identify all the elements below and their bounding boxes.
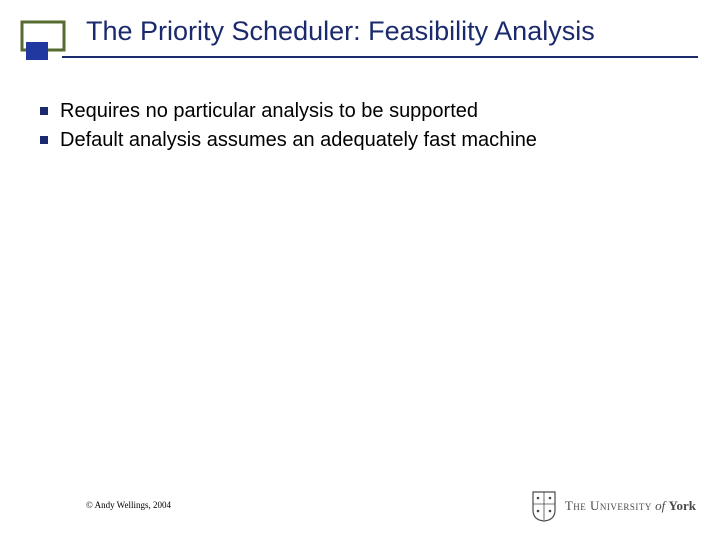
slide-title: The Priority Scheduler: Feasibility Anal… [86,16,595,47]
bullet-text: Default analysis assumes an adequately f… [60,127,537,154]
title-underline [62,56,698,58]
bullet-text: Requires no particular analysis to be su… [60,98,478,125]
title-corner-decoration [20,20,62,60]
logo-text-york: York [669,498,696,513]
university-logo: The University of York [531,490,696,522]
list-item: Requires no particular analysis to be su… [40,98,690,125]
bullet-square-icon [40,136,48,144]
copyright-notice: © Andy Wellings, 2004 [86,500,171,510]
decoration-inner-rect [26,42,48,60]
crest-icon [531,490,557,522]
logo-text-university: The University [565,498,652,513]
list-item: Default analysis assumes an adequately f… [40,127,690,154]
logo-text-of: of [652,498,669,513]
university-logo-text: The University of York [565,498,696,514]
bullet-list: Requires no particular analysis to be su… [40,98,690,156]
bullet-square-icon [40,107,48,115]
